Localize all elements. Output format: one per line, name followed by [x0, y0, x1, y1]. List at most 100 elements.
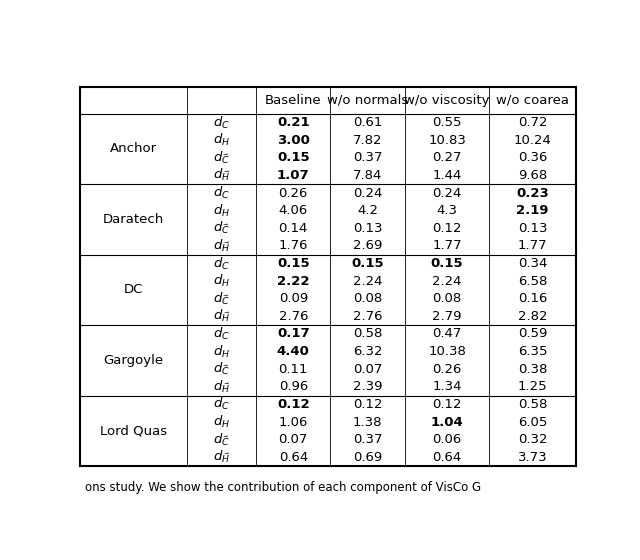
Text: 0.13: 0.13	[518, 222, 547, 235]
Text: $d_{\vec{C}}$: $d_{\vec{C}}$	[213, 220, 230, 236]
Text: 0.12: 0.12	[277, 398, 310, 411]
Text: 2.82: 2.82	[518, 310, 547, 323]
Text: 0.59: 0.59	[518, 328, 547, 340]
Text: 4.2: 4.2	[357, 204, 378, 217]
Text: 0.27: 0.27	[432, 151, 462, 164]
Text: 0.24: 0.24	[353, 186, 382, 199]
Text: 6.58: 6.58	[518, 274, 547, 288]
Text: 0.34: 0.34	[518, 257, 547, 270]
Text: 6.05: 6.05	[518, 416, 547, 428]
Text: 0.14: 0.14	[278, 222, 308, 235]
Text: 2.22: 2.22	[277, 274, 310, 288]
Text: 1.44: 1.44	[433, 169, 461, 182]
Text: Gargoyle: Gargoyle	[103, 354, 163, 367]
Text: $d_{\vec{H}}$: $d_{\vec{H}}$	[212, 379, 230, 395]
Text: 1.77: 1.77	[432, 239, 462, 253]
Text: w/o coarea: w/o coarea	[496, 94, 569, 107]
Text: 0.64: 0.64	[433, 451, 461, 464]
Text: $d_{\vec{C}}$: $d_{\vec{C}}$	[213, 432, 230, 447]
Text: 1.07: 1.07	[277, 169, 310, 182]
Text: 0.16: 0.16	[518, 292, 547, 305]
Text: 6.32: 6.32	[353, 345, 383, 358]
Text: 2.69: 2.69	[353, 239, 382, 253]
Text: 0.11: 0.11	[278, 363, 308, 376]
Text: 4.06: 4.06	[278, 204, 308, 217]
Text: $d_{\vec{H}}$: $d_{\vec{H}}$	[212, 238, 230, 254]
Text: $d_H$: $d_H$	[213, 343, 230, 360]
Text: 1.34: 1.34	[432, 380, 462, 393]
Text: ons study. We show the contribution of each component of VisCo G: ons study. We show the contribution of e…	[85, 481, 481, 494]
Text: 0.15: 0.15	[431, 257, 463, 270]
Text: $d_{\vec{C}}$: $d_{\vec{C}}$	[213, 361, 230, 377]
Text: 0.15: 0.15	[277, 257, 310, 270]
Text: 0.12: 0.12	[432, 222, 462, 235]
Text: 2.76: 2.76	[278, 310, 308, 323]
Text: $d_C$: $d_C$	[213, 255, 230, 272]
Text: 0.58: 0.58	[518, 398, 547, 411]
Text: $d_H$: $d_H$	[213, 273, 230, 289]
Text: 0.61: 0.61	[353, 116, 382, 129]
Text: 2.76: 2.76	[353, 310, 383, 323]
Text: 1.38: 1.38	[353, 416, 383, 428]
Text: 0.17: 0.17	[277, 328, 310, 340]
Text: 0.37: 0.37	[353, 433, 383, 446]
Text: 7.82: 7.82	[353, 134, 383, 147]
Text: $d_H$: $d_H$	[213, 203, 230, 219]
Text: 0.12: 0.12	[353, 398, 383, 411]
Text: $d_H$: $d_H$	[213, 414, 230, 430]
Text: 0.64: 0.64	[278, 451, 308, 464]
Text: Baseline: Baseline	[265, 94, 321, 107]
Text: 0.72: 0.72	[518, 116, 547, 129]
Text: 0.09: 0.09	[278, 292, 308, 305]
Text: 0.21: 0.21	[277, 116, 310, 129]
Text: $d_{\vec{C}}$: $d_{\vec{C}}$	[213, 150, 230, 166]
Text: 2.24: 2.24	[353, 274, 383, 288]
Text: $d_C$: $d_C$	[213, 115, 230, 130]
Text: $d_{\vec{H}}$: $d_{\vec{H}}$	[212, 167, 230, 184]
Text: 7.84: 7.84	[353, 169, 382, 182]
Text: 0.96: 0.96	[278, 380, 308, 393]
Text: DC: DC	[124, 283, 143, 296]
Text: 0.08: 0.08	[433, 292, 461, 305]
Text: 0.37: 0.37	[353, 151, 383, 164]
Text: $d_H$: $d_H$	[213, 132, 230, 148]
Text: 0.26: 0.26	[278, 186, 308, 199]
Text: 0.07: 0.07	[353, 363, 382, 376]
Text: 0.38: 0.38	[518, 363, 547, 376]
Text: 2.79: 2.79	[432, 310, 462, 323]
Text: Anchor: Anchor	[109, 142, 157, 156]
Text: 9.68: 9.68	[518, 169, 547, 182]
Text: 0.24: 0.24	[433, 186, 461, 199]
Text: 10.38: 10.38	[428, 345, 466, 358]
Text: 10.24: 10.24	[514, 134, 552, 147]
Text: 6.35: 6.35	[518, 345, 547, 358]
Text: 0.55: 0.55	[432, 116, 462, 129]
Text: 0.07: 0.07	[278, 433, 308, 446]
Text: 0.08: 0.08	[353, 292, 382, 305]
Text: $d_C$: $d_C$	[213, 185, 230, 201]
Text: 0.06: 0.06	[433, 433, 461, 446]
Text: 1.04: 1.04	[431, 416, 463, 428]
Text: Daratech: Daratech	[102, 213, 164, 226]
Text: $d_{\vec{H}}$: $d_{\vec{H}}$	[212, 309, 230, 324]
Text: 0.23: 0.23	[516, 186, 549, 199]
Text: 0.36: 0.36	[518, 151, 547, 164]
Text: $d_C$: $d_C$	[213, 396, 230, 413]
Text: 0.47: 0.47	[433, 328, 461, 340]
Text: $d_{\vec{C}}$: $d_{\vec{C}}$	[213, 291, 230, 307]
Text: 3.73: 3.73	[518, 451, 547, 464]
Text: w/o viscosity: w/o viscosity	[404, 94, 490, 107]
Text: 1.06: 1.06	[278, 416, 308, 428]
Text: 0.58: 0.58	[353, 328, 382, 340]
Text: 2.19: 2.19	[516, 204, 549, 217]
Text: 0.32: 0.32	[518, 433, 547, 446]
Text: 1.77: 1.77	[518, 239, 547, 253]
Text: w/o normals: w/o normals	[327, 94, 408, 107]
Text: 4.40: 4.40	[277, 345, 310, 358]
Text: 0.15: 0.15	[351, 257, 384, 270]
Text: 1.76: 1.76	[278, 239, 308, 253]
Text: 0.26: 0.26	[433, 363, 461, 376]
Text: 0.12: 0.12	[432, 398, 462, 411]
Text: 4.3: 4.3	[436, 204, 458, 217]
Text: 3.00: 3.00	[277, 134, 310, 147]
